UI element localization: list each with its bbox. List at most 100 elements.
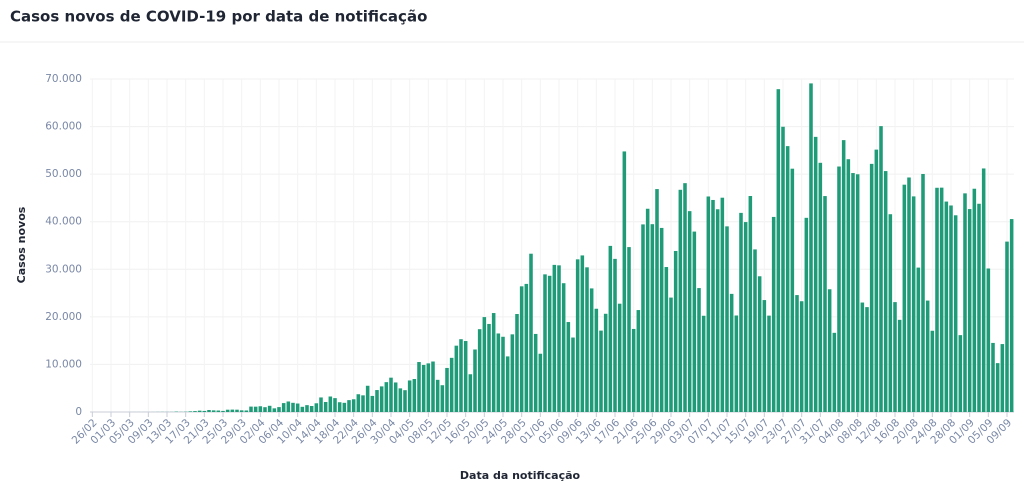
- bar: [594, 308, 599, 412]
- bar: [491, 313, 496, 412]
- bar: [902, 184, 907, 412]
- bar: [963, 193, 967, 412]
- bar: [739, 212, 743, 412]
- bar: [286, 401, 291, 412]
- bar: [944, 201, 949, 412]
- bar: [547, 275, 552, 412]
- y-tick-label: 30.000: [45, 263, 82, 275]
- bar: [851, 173, 855, 412]
- bar: [403, 390, 407, 412]
- bar: [767, 315, 771, 412]
- bar: [678, 189, 683, 412]
- bar: [529, 253, 533, 412]
- bar: [193, 411, 197, 412]
- bar: [846, 159, 851, 412]
- bar: [725, 226, 729, 412]
- bar: [930, 330, 935, 412]
- bar: [925, 300, 930, 412]
- bar: [636, 310, 641, 412]
- bar: [571, 337, 575, 412]
- bar: [393, 382, 398, 412]
- bar: [818, 162, 823, 412]
- y-tick-label: 0: [75, 406, 82, 418]
- bar: [487, 323, 491, 412]
- y-tick-label: 50.000: [45, 168, 82, 180]
- bar: [477, 329, 482, 412]
- bar: [771, 216, 776, 412]
- bar: [1000, 344, 1005, 412]
- bar: [697, 288, 701, 412]
- bar: [543, 274, 547, 412]
- bar: [323, 401, 328, 412]
- bar: [389, 377, 393, 412]
- bar: [235, 409, 239, 412]
- bar: [631, 328, 636, 412]
- bar: [342, 402, 347, 412]
- bar: [720, 197, 725, 412]
- bar: [552, 264, 557, 412]
- bar: [869, 163, 874, 412]
- bar: [613, 258, 617, 412]
- bar: [333, 398, 337, 412]
- bar: [804, 217, 809, 412]
- bar: [197, 410, 202, 412]
- bar: [459, 339, 463, 412]
- bar: [253, 406, 258, 412]
- bar: [916, 267, 921, 412]
- bar: [328, 396, 333, 412]
- bar: [305, 405, 309, 412]
- bar: [510, 334, 515, 412]
- bar: [379, 386, 384, 412]
- bar: [659, 227, 664, 412]
- bar: [351, 399, 356, 412]
- bar: [855, 174, 860, 412]
- bar: [776, 89, 781, 412]
- bar: [888, 214, 893, 412]
- bar: [757, 276, 762, 412]
- bar: [319, 397, 323, 412]
- bar: [645, 208, 650, 412]
- bar: [426, 363, 431, 412]
- bar: [673, 250, 678, 412]
- bar: [664, 267, 669, 412]
- bar: [561, 283, 566, 412]
- bar: [295, 403, 300, 412]
- bar: [202, 410, 207, 412]
- bar: [412, 379, 417, 412]
- bar: [557, 265, 561, 412]
- bar: [370, 395, 375, 412]
- bar: [977, 203, 981, 412]
- chart-title: Casos novos de COVID-19 por data de noti…: [10, 8, 427, 26]
- bar: [972, 188, 977, 412]
- bar: [515, 314, 519, 412]
- bar: [501, 336, 505, 412]
- bar: [449, 357, 454, 412]
- bar: [832, 332, 837, 412]
- bar: [622, 151, 627, 412]
- bar: [496, 333, 501, 412]
- bar: [823, 196, 827, 412]
- bar: [790, 168, 795, 412]
- bar: [879, 126, 883, 413]
- bar: [244, 410, 249, 412]
- bar: [813, 136, 818, 412]
- bar: [911, 196, 916, 412]
- bar: [300, 406, 305, 412]
- bar: [641, 224, 645, 412]
- bar: [603, 313, 608, 412]
- bar: [655, 189, 659, 412]
- bar: [608, 245, 613, 412]
- bar: [440, 385, 445, 412]
- bar: [650, 224, 655, 412]
- bar: [841, 140, 846, 413]
- bar: [445, 367, 449, 412]
- bar: [291, 402, 295, 412]
- bar: [505, 356, 510, 412]
- bar: [435, 379, 440, 412]
- bar: [627, 247, 631, 412]
- bar: [860, 302, 865, 412]
- bar: [356, 394, 361, 412]
- bar: [398, 388, 403, 412]
- bar: [417, 362, 421, 412]
- bar: [799, 301, 804, 412]
